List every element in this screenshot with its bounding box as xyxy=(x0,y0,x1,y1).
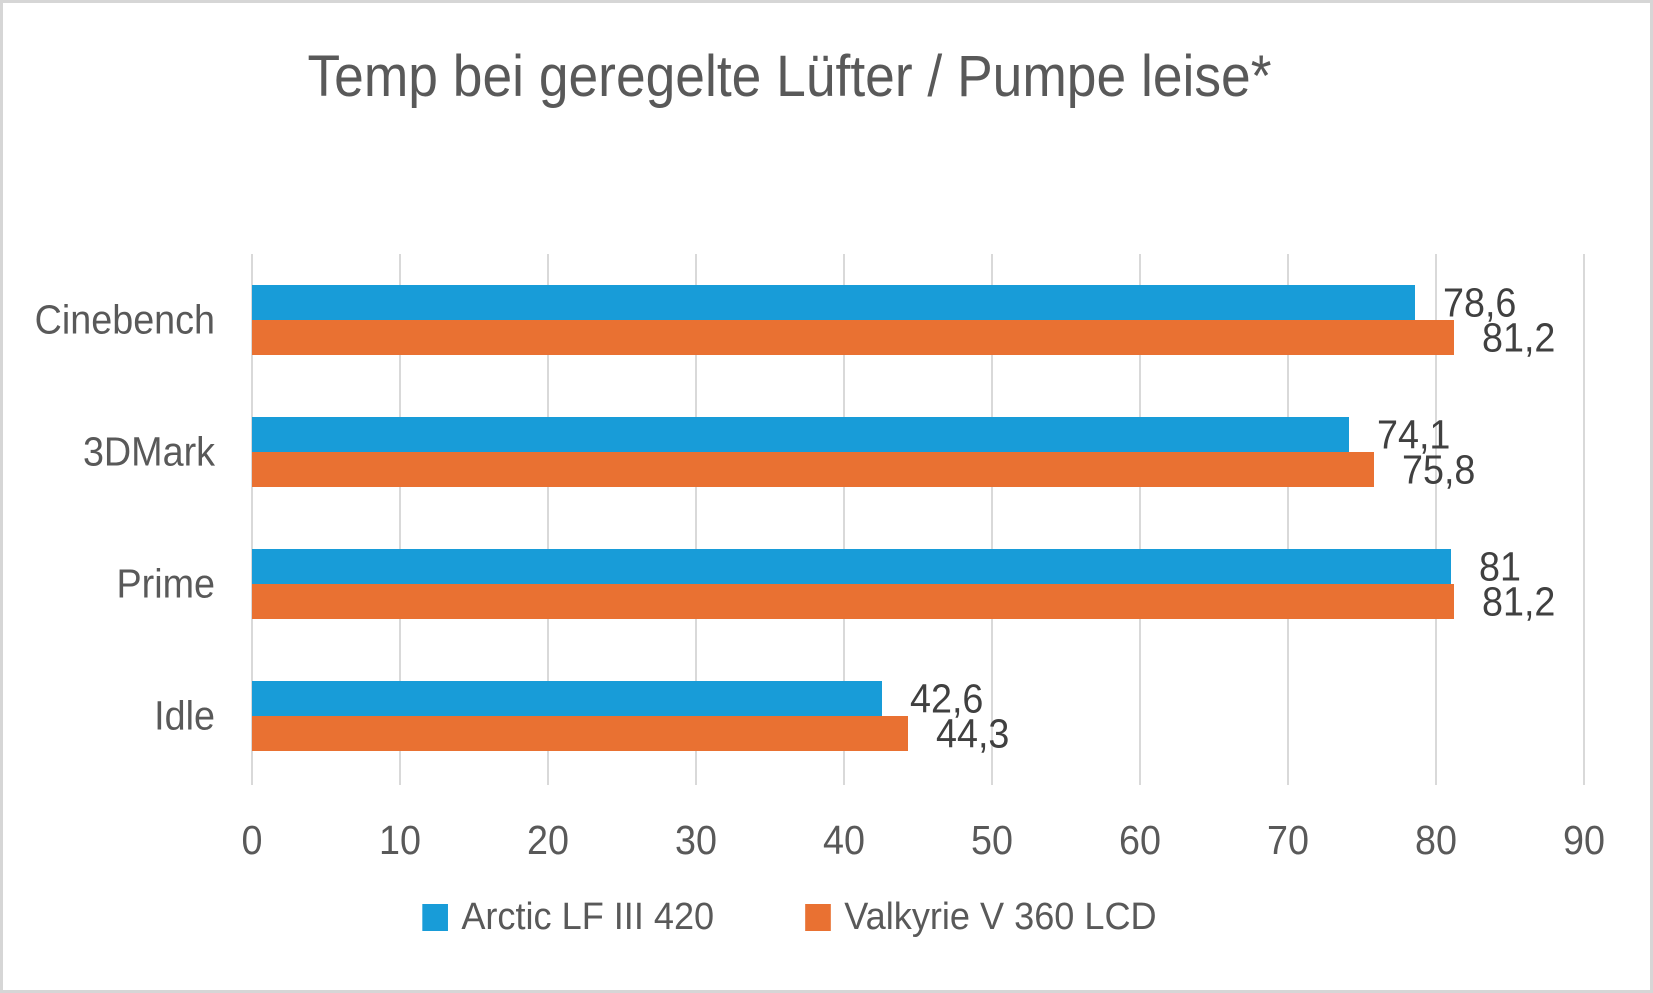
gridline xyxy=(843,254,845,785)
bar-value-label: 81 xyxy=(1478,543,1521,589)
x-tick-label: 10 xyxy=(379,817,421,863)
category-label: 3DMark xyxy=(82,428,215,475)
bar xyxy=(252,285,1416,320)
gridline xyxy=(1435,254,1437,785)
bar xyxy=(252,452,1374,487)
x-tick-label: 0 xyxy=(241,817,263,863)
x-tick-label: 20 xyxy=(527,817,569,863)
x-tick-label: 50 xyxy=(971,817,1013,863)
bar xyxy=(252,716,908,751)
bar-value-label: 44,3 xyxy=(935,710,1010,756)
legend-label: Arctic LF III 420 xyxy=(461,896,715,938)
gridline xyxy=(547,254,549,785)
bar-value-label: 74,1 xyxy=(1376,411,1451,457)
x-tick-label: 30 xyxy=(675,817,717,863)
bar-value-label: 81,2 xyxy=(1481,314,1556,360)
category-label: Prime xyxy=(116,560,215,607)
bar-value-label: 81,2 xyxy=(1481,578,1556,624)
legend-swatch xyxy=(805,904,831,931)
gridline xyxy=(991,254,993,785)
bar xyxy=(252,549,1451,584)
gridline xyxy=(1287,254,1289,785)
x-tick-label: 70 xyxy=(1267,817,1309,863)
plot-area: 78,6 81,2 74,1 75,8 81 81,2 42,6 44,3 0 10 20 30 40… xyxy=(242,254,1605,863)
gridline xyxy=(1139,254,1141,785)
bar-value-label: 78,6 xyxy=(1443,279,1517,325)
gridline xyxy=(1583,254,1585,785)
legend-swatch xyxy=(422,904,449,931)
x-tick-label: 60 xyxy=(1119,817,1161,863)
bar xyxy=(252,320,1454,355)
chart-title: Temp bei geregelte Lüfter / Pumpe leise* xyxy=(307,44,1272,109)
x-tick-label: 90 xyxy=(1563,817,1605,863)
gridline xyxy=(251,254,253,785)
gridline xyxy=(399,254,401,785)
legend-item: Valkyrie V 360 LCD xyxy=(805,896,1157,939)
category-label: Idle xyxy=(154,692,215,739)
bar xyxy=(252,584,1454,619)
bar xyxy=(252,417,1349,452)
bar xyxy=(252,681,883,716)
bar-value-label: 75,8 xyxy=(1401,446,1476,492)
legend-item: Arctic LF III 420 xyxy=(422,896,714,939)
category-label: Cinebench xyxy=(34,296,215,343)
x-tick-label: 40 xyxy=(823,817,865,863)
legend: Arctic LF III 420 Valkyrie V 360 LCD xyxy=(42,896,1536,939)
legend-label: Valkyrie V 360 LCD xyxy=(844,896,1157,938)
x-tick-label: 80 xyxy=(1415,817,1457,863)
gridline xyxy=(695,254,697,785)
bar-value-label: 42,6 xyxy=(910,675,984,721)
